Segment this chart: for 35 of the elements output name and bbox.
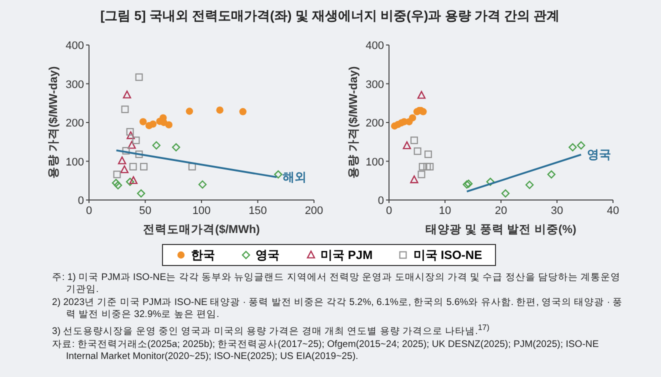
x-tick-label: 150 [248, 205, 267, 217]
x-tick-label: 10 [438, 205, 452, 217]
y-tick-label: 200 [366, 118, 384, 130]
chart-title: [그림 5] 국내외 전력도매가격(좌) 및 재생에너지 비중(우)과 용량 가격 간의 관계 [100, 8, 560, 23]
x-tick-label: 0 [86, 205, 92, 217]
y-tick-label: 0 [78, 195, 84, 207]
y-tick-label: 100 [366, 156, 384, 168]
series-label: 영국 [587, 148, 612, 162]
text: 주: 1) 미국 PJM과 ISO-NE는 각각 동부와 뉴잉글랜드 지역에서 전력망 운영과 도매시장의 가격 및 수급 정산을 담당하는 계통운영기관임. [51, 272, 622, 296]
x-tick-label: 20 [494, 205, 508, 217]
x-tick-label: 40 [606, 205, 620, 217]
y-tick-label: 100 [66, 156, 84, 168]
text: 3) 선도용량시장을 운영 중인 영국과 미국의 용량 가격은 경매 개최 연도별 용량 가격으로 나타냄.$^{17)}$ [51, 322, 490, 338]
y-tick-label: 200 [66, 118, 84, 130]
x-tick-label: 30 [550, 205, 564, 217]
x-axis-title: 태양광 및 풍력 발전 비중(%) [426, 223, 576, 236]
y-tick-label: 300 [66, 78, 84, 91]
legend-label: 미국 PJM [320, 246, 373, 264]
y-tick-label: 400 [366, 40, 384, 52]
legend-label: 영국 [256, 246, 280, 264]
legend-label: 미국 ISO-NE [413, 246, 482, 264]
text: 2) 2023년 기준 미국 PJM과 ISO-NE 태양광 · 풍력 발전 비중은 각각 5.2%, 6.1%로, 한국의 5.6%와 유사함. 한편, 영국의 태양광 · 풍력 발전 비중은 32.9%로 높은 편임. [51, 297, 624, 321]
text: 자료: 한국전력거래소(2025a; 2025b); 한국전력공사(2017~25); Ofgem(2015~24; 2025); UK DESNZ(2025); PJM(2025); ISO-NE Internal Market Monitor(2020~25); ISO-NE(2025); US EIA(2019~25). [51, 339, 600, 364]
y-tick-label: 0 [378, 195, 384, 207]
x-tick-label: 0 [386, 205, 392, 217]
series-label: 해외 [282, 170, 307, 184]
x-tick-label: 200 [304, 205, 324, 217]
x-tick-label: 100 [192, 205, 211, 217]
y-tick-label: 400 [66, 40, 84, 52]
x-axis-title: 전력도매가격($/MWh) [143, 223, 260, 236]
legend-label: 한국 [190, 246, 215, 264]
x-tick-label: 50 [139, 205, 152, 217]
y-axis-title: 용량 가격($/MW-day) [347, 66, 360, 179]
y-axis-title: 용량 가격($/MW-day) [47, 66, 60, 179]
y-tick-label: 300 [366, 78, 384, 91]
